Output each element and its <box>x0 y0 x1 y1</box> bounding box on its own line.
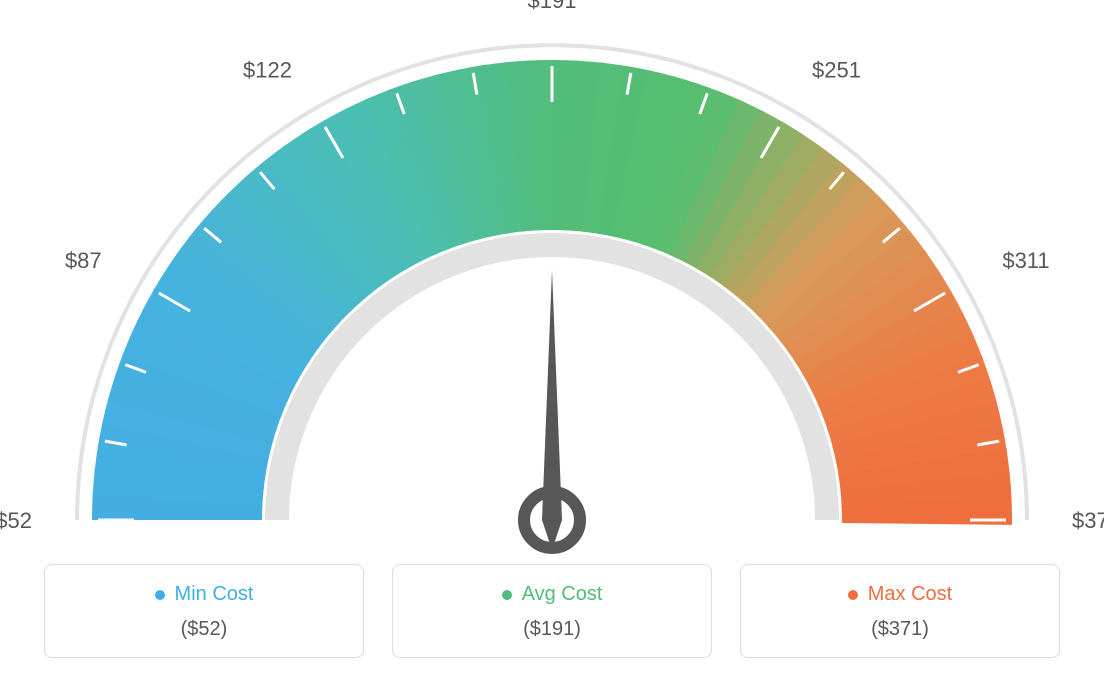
legend-dot-min <box>155 590 165 600</box>
gauge-svg: $52 $87 $122 $191 $251 $311 $371 <box>0 0 1104 560</box>
legend-card-avg: Avg Cost ($191) <box>392 564 712 658</box>
legend-value-avg: ($191) <box>393 618 711 641</box>
gauge-tick-label: $191 <box>528 0 577 13</box>
legend-value-min: ($52) <box>45 618 363 641</box>
legend-value-max: ($371) <box>741 618 1059 641</box>
gauge-chart: $52 $87 $122 $191 $251 $311 $371 <box>0 0 1104 560</box>
legend-label-max: Max Cost <box>868 583 952 606</box>
legend-title-avg: Avg Cost <box>502 583 603 606</box>
legend-label-avg: Avg Cost <box>522 583 603 606</box>
gauge-tick-label: $87 <box>65 248 102 273</box>
legend-dot-avg <box>502 590 512 600</box>
gauge-tick-label: $52 <box>0 508 32 533</box>
gauge-tick-label: $371 <box>1072 508 1104 533</box>
gauge-tick-label: $122 <box>243 58 292 83</box>
gauge-needle <box>542 270 562 550</box>
legend-label-min: Min Cost <box>175 583 254 606</box>
legend-title-min: Min Cost <box>155 583 254 606</box>
legend-card-min: Min Cost ($52) <box>44 564 364 658</box>
gauge-tick-label: $251 <box>812 58 861 83</box>
legend-card-max: Max Cost ($371) <box>740 564 1060 658</box>
legend-dot-max <box>848 590 858 600</box>
legend-row: Min Cost ($52) Avg Cost ($191) Max Cost … <box>0 564 1104 658</box>
gauge-tick-label: $311 <box>1002 248 1049 273</box>
legend-title-max: Max Cost <box>848 583 952 606</box>
